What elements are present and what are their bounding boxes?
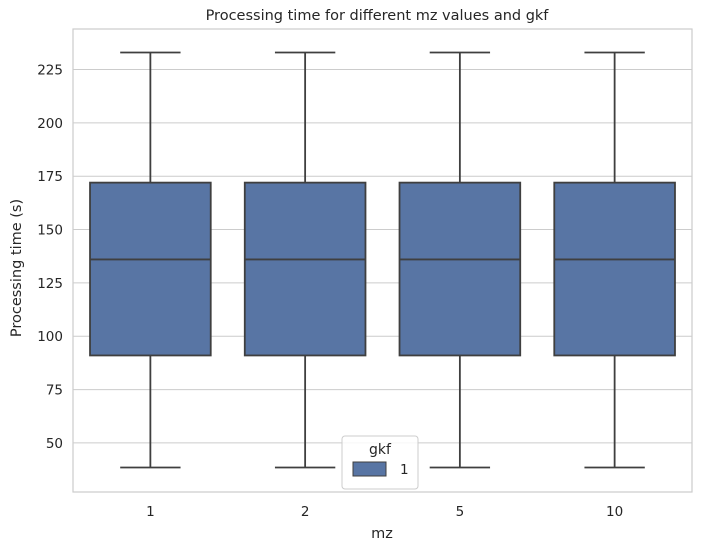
chart-title: Processing time for different mz values … bbox=[206, 8, 550, 24]
boxes bbox=[89, 51, 676, 469]
x-tick-label: 2 bbox=[301, 504, 310, 520]
y-tick-label: 100 bbox=[37, 329, 63, 345]
box-body bbox=[398, 181, 522, 357]
y-tick-label: 150 bbox=[37, 223, 63, 239]
legend-label: 1 bbox=[400, 462, 409, 478]
y-tick-label: 75 bbox=[46, 383, 63, 399]
y-tick-label: 200 bbox=[37, 116, 63, 132]
x-tick-label: 1 bbox=[146, 504, 155, 520]
y-tick-label: 125 bbox=[37, 276, 63, 292]
box-10 bbox=[553, 51, 676, 469]
y-axis-label: Processing time (s) bbox=[9, 199, 25, 337]
legend-title: gkf bbox=[369, 442, 392, 458]
y-tick-label: 175 bbox=[37, 169, 63, 185]
plot-frame bbox=[72, 28, 693, 493]
x-axis-label: mz bbox=[371, 526, 393, 542]
box-1 bbox=[89, 51, 212, 469]
legend-swatch bbox=[352, 461, 387, 477]
box-2 bbox=[243, 51, 367, 469]
y-tick-label: 225 bbox=[37, 63, 63, 79]
box-5 bbox=[398, 51, 522, 469]
box-body bbox=[243, 181, 367, 357]
legend: gkf 1 bbox=[341, 435, 419, 490]
x-tick-label: 5 bbox=[456, 504, 465, 520]
box-body bbox=[89, 181, 212, 357]
y-tick-label: 50 bbox=[46, 436, 63, 452]
box-body bbox=[553, 181, 676, 357]
x-tick-label: 10 bbox=[606, 504, 623, 520]
